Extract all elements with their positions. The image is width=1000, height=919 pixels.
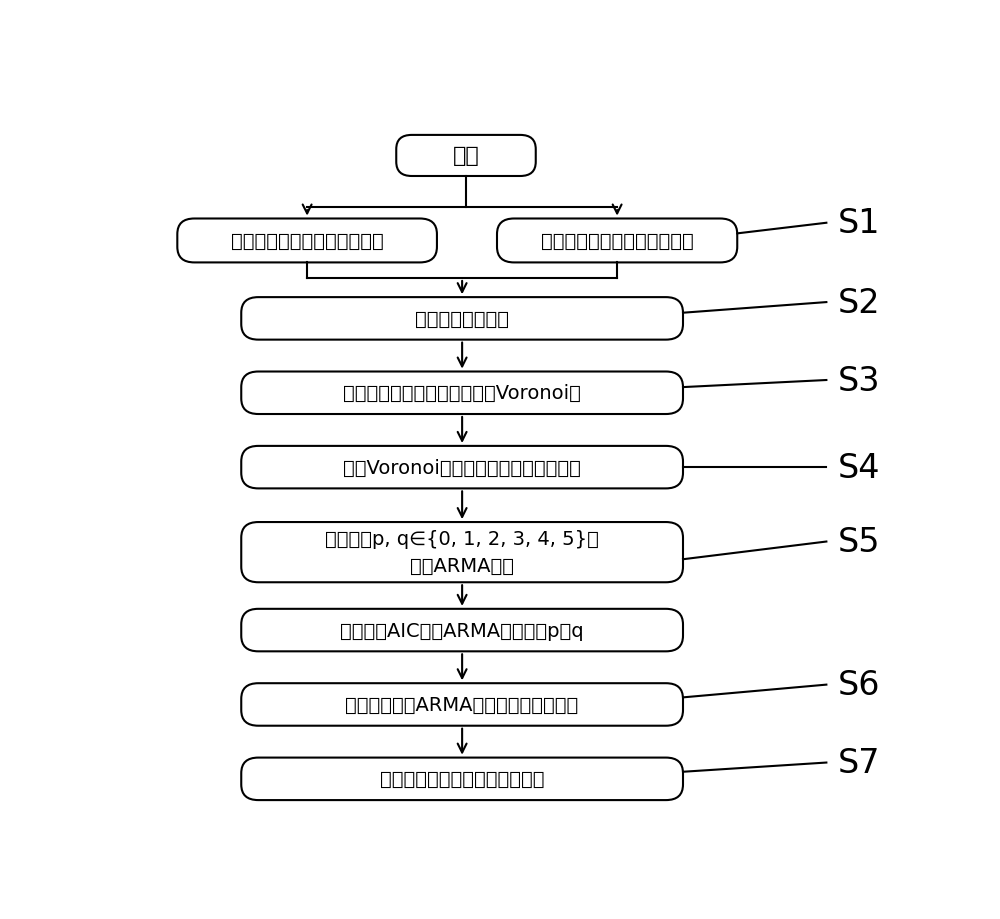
Text: S4: S4 (838, 451, 881, 484)
Text: 设置调度区域边界: 设置调度区域边界 (415, 310, 509, 328)
Text: 根据指标AIC确定ARMA模型阶数p和q: 根据指标AIC确定ARMA模型阶数p和q (340, 621, 584, 640)
Text: 基于有桩公共自行车站点绘制Voronoi图: 基于有桩公共自行车站点绘制Voronoi图 (343, 384, 581, 403)
Text: S7: S7 (838, 746, 881, 779)
Text: S5: S5 (838, 526, 881, 559)
FancyBboxPatch shape (177, 220, 437, 263)
Text: 计算阶数p, q∈{0, 1, 2, 3, 4, 5}的
所有ARMA模型: 计算阶数p, q∈{0, 1, 2, 3, 4, 5}的 所有ARMA模型 (325, 530, 599, 575)
Text: 获取无桩公共自行车出行数据: 获取无桩公共自行车出行数据 (541, 232, 694, 251)
Text: 开始: 开始 (453, 146, 479, 166)
FancyBboxPatch shape (241, 758, 683, 800)
FancyBboxPatch shape (241, 372, 683, 414)
FancyBboxPatch shape (241, 298, 683, 340)
FancyBboxPatch shape (241, 684, 683, 726)
Text: S6: S6 (838, 668, 881, 701)
FancyBboxPatch shape (241, 609, 683, 652)
Text: 计算各子区内调度时间与调度量: 计算各子区内调度时间与调度量 (380, 769, 544, 789)
Text: S2: S2 (838, 287, 881, 319)
FancyBboxPatch shape (396, 136, 536, 176)
FancyBboxPatch shape (497, 220, 737, 263)
Text: 获取有桩公共自行车出行数据: 获取有桩公共自行车出行数据 (231, 232, 384, 251)
FancyBboxPatch shape (241, 447, 683, 489)
Text: 采用标定后的ARMA模型预测次日出行量: 采用标定后的ARMA模型预测次日出行量 (346, 695, 579, 714)
Text: 提取Voronoi图各子区出行量的时间序列: 提取Voronoi图各子区出行量的时间序列 (343, 459, 581, 477)
Text: S3: S3 (838, 364, 881, 397)
FancyBboxPatch shape (241, 523, 683, 583)
Text: S1: S1 (838, 207, 881, 240)
